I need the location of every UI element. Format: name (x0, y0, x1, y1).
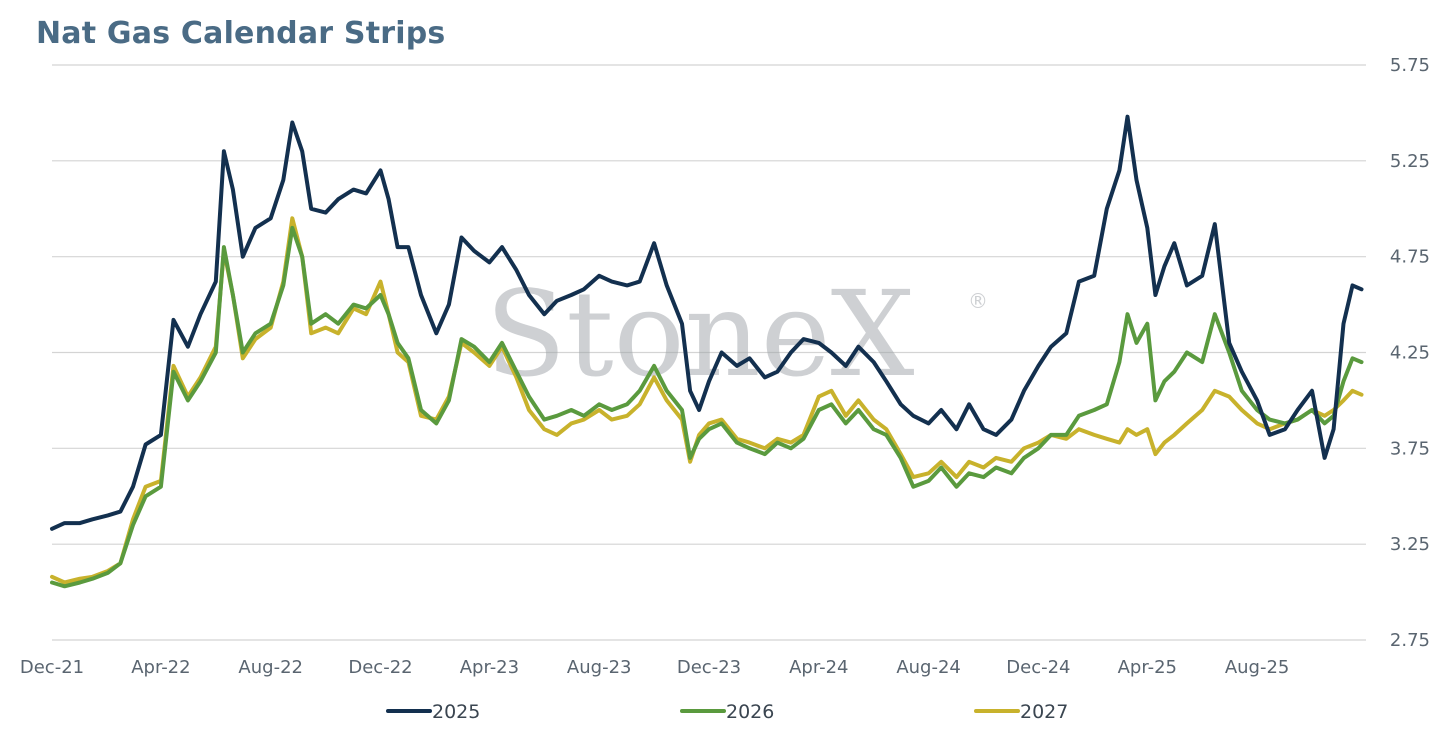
legend-label-2026: 2026 (726, 701, 774, 723)
watermark: StoneX ® (485, 265, 988, 403)
legend-label-2027: 2027 (1020, 701, 1068, 723)
chart-title: Nat Gas Calendar Strips (36, 16, 446, 51)
x-tick-label: Apr-22 (131, 657, 190, 678)
x-tick-label: Apr-25 (1118, 657, 1177, 678)
x-axis-ticks: Dec-21 Apr-22 Aug-22 Dec-22 Apr-23 Aug-23 Dec-… (20, 657, 1289, 678)
y-tick-label: 2.75 (1390, 630, 1430, 651)
series-lines (50, 114, 1364, 589)
watermark-registered-mark: ® (968, 289, 988, 313)
x-tick-label: Aug-25 (1225, 657, 1290, 678)
watermark-text: StoneX (485, 265, 914, 403)
series-line-2026 (50, 225, 1364, 589)
x-tick-label: Dec-22 (348, 657, 412, 678)
legend: 2025 2026 2027 (386, 701, 1068, 723)
x-tick-label: Aug-23 (567, 657, 632, 678)
x-tick-label: Dec-24 (1006, 657, 1070, 678)
y-tick-label: 4.25 (1390, 343, 1430, 364)
y-tick-label: 5.25 (1390, 151, 1430, 172)
legend-label-2025: 2025 (432, 701, 480, 723)
x-tick-label: Aug-22 (238, 657, 303, 678)
x-tick-label: Aug-24 (896, 657, 961, 678)
grid-lines (52, 64, 1366, 641)
y-tick-label: 5.75 (1390, 55, 1430, 76)
x-tick-label: Dec-21 (20, 657, 84, 678)
y-tick-label: 3.25 (1390, 534, 1430, 555)
x-tick-label: Apr-23 (460, 657, 519, 678)
y-axis-ticks: 2.75 3.25 3.75 4.25 4.75 5.25 5.75 (1390, 55, 1430, 651)
y-tick-label: 4.75 (1390, 247, 1430, 268)
x-tick-label: Dec-23 (677, 657, 741, 678)
y-tick-label: 3.75 (1390, 438, 1430, 459)
series-line-2025 (50, 114, 1364, 531)
x-tick-label: Apr-24 (789, 657, 848, 678)
